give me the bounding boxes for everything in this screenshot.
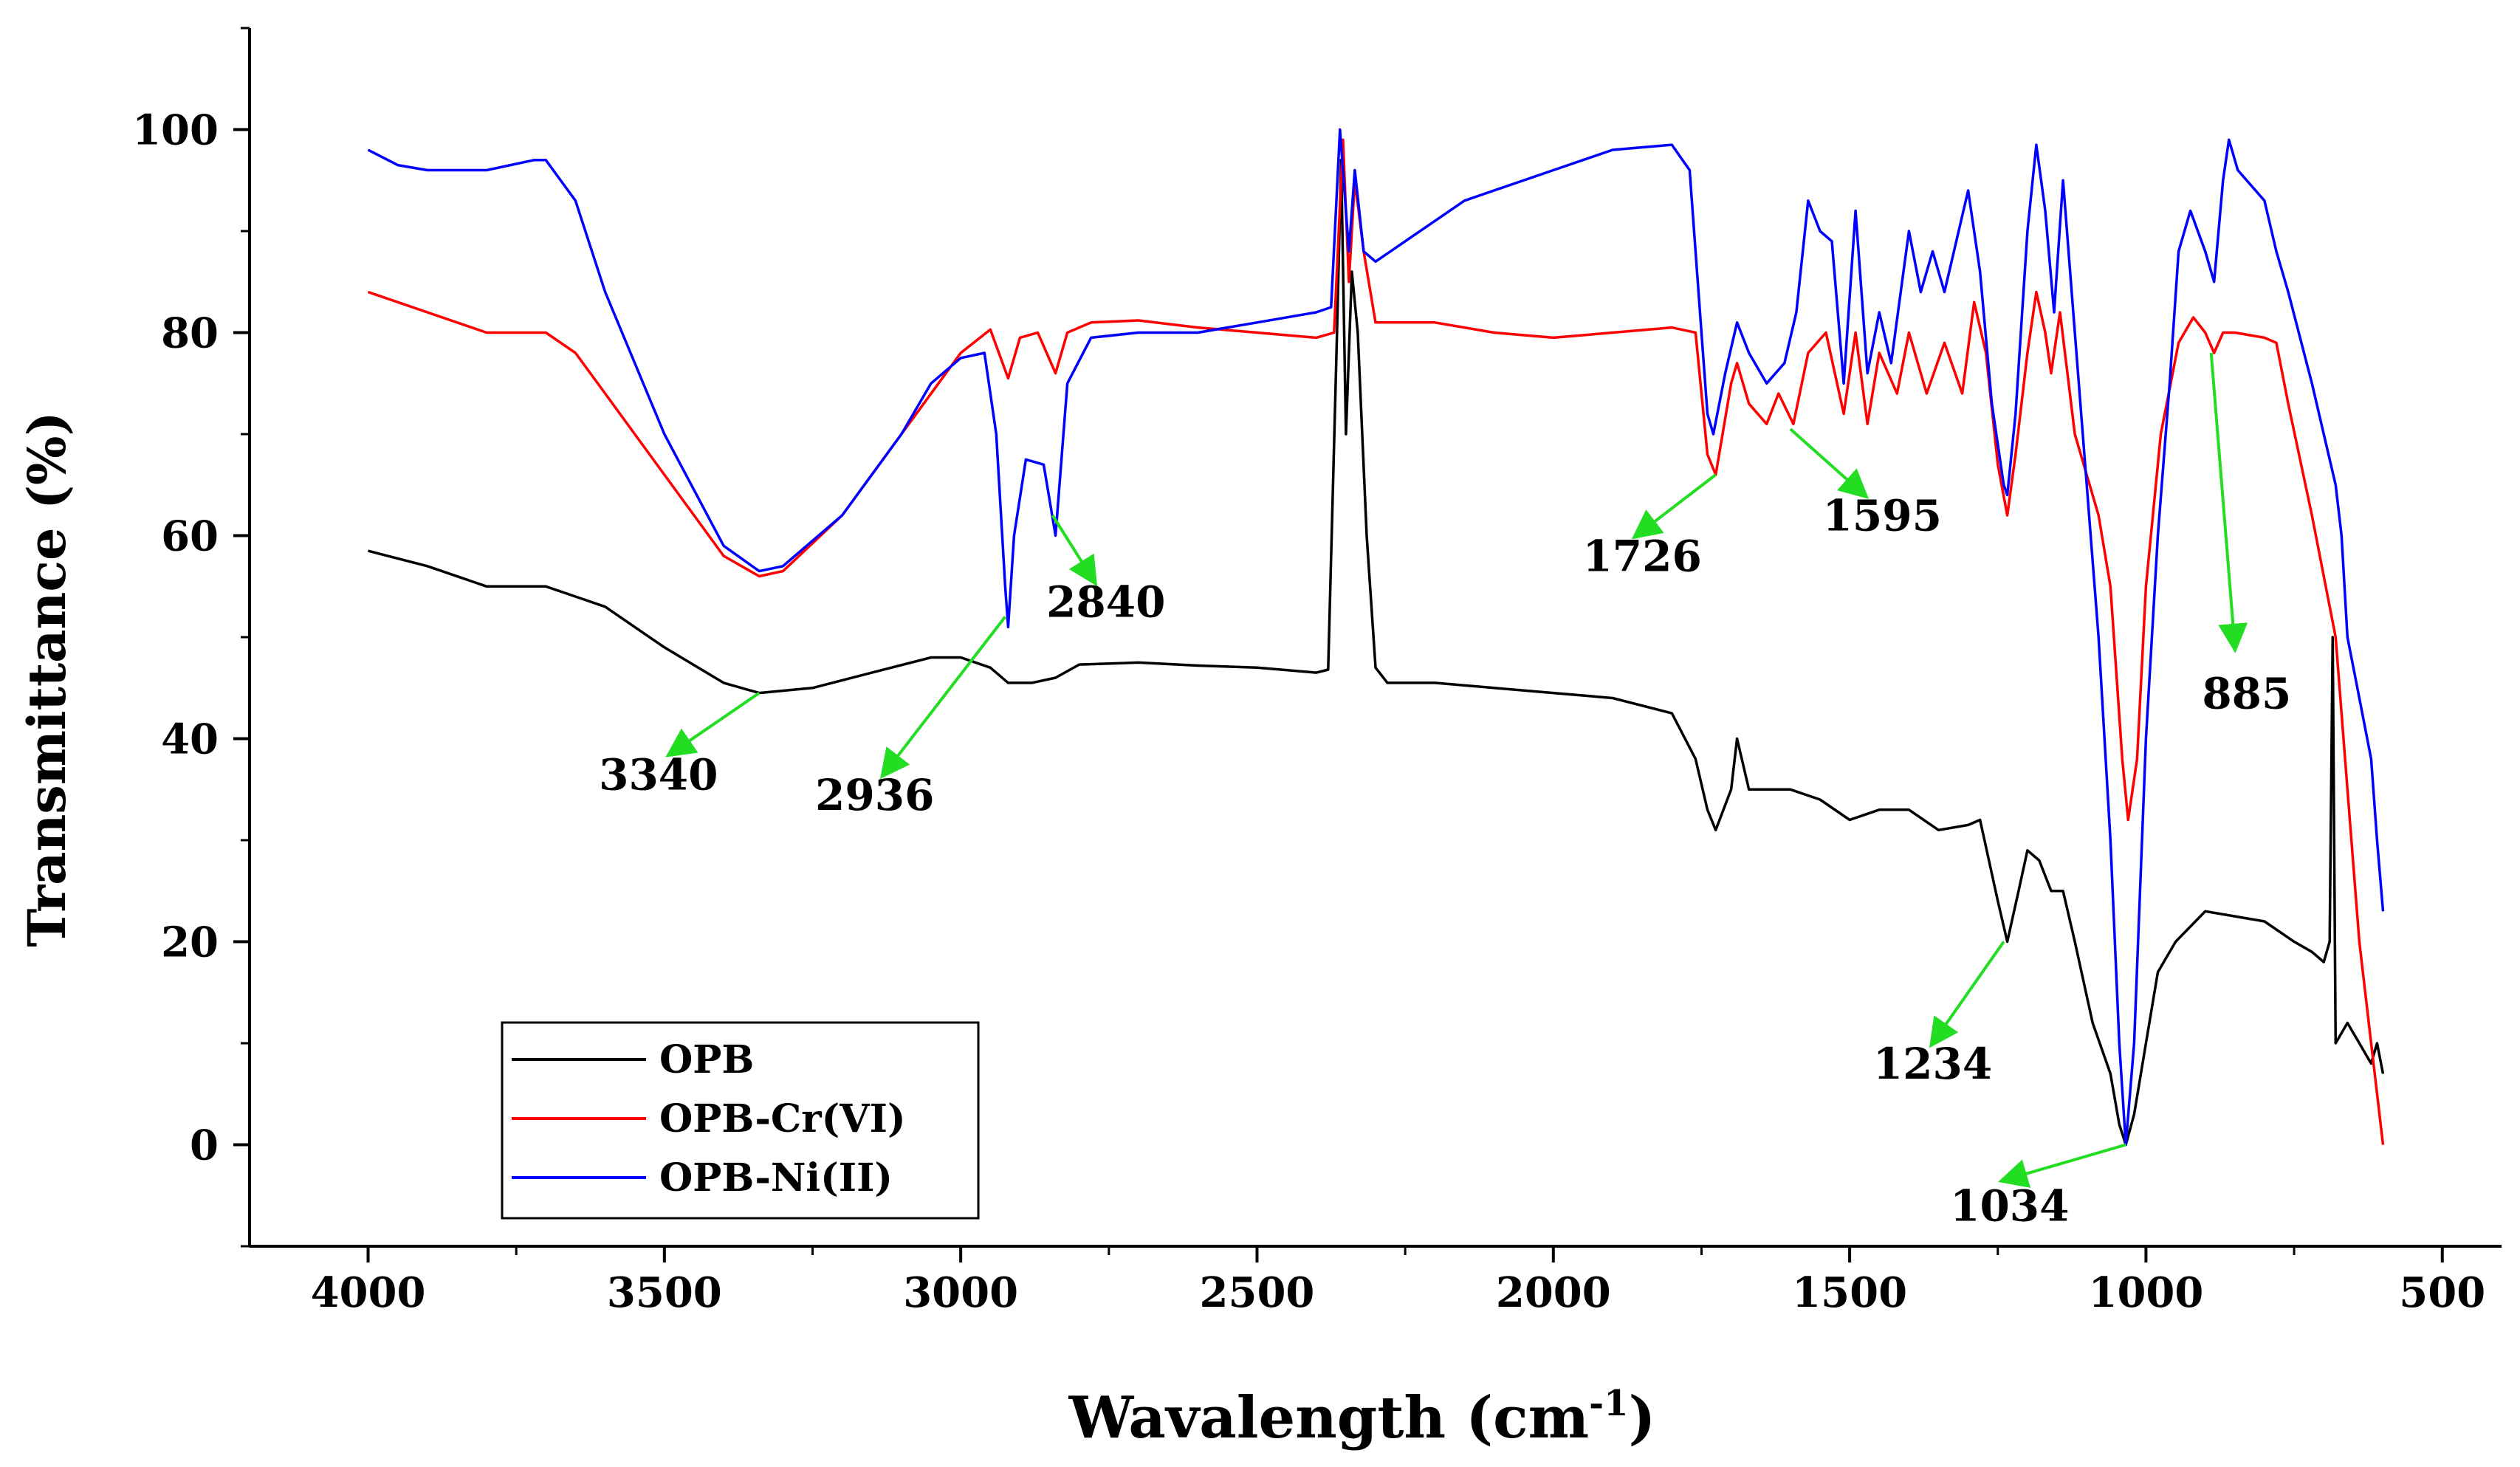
annotation-arrow-1234: [1929, 941, 2005, 1048]
legend-box: [501, 1021, 980, 1220]
annotation-arrow-885: [2209, 352, 2248, 653]
y-tick-label: 0: [190, 1121, 219, 1170]
series-line-opb-ni-ii: [367, 128, 2385, 1147]
x-axis-title-sup: -1: [1589, 1383, 1628, 1424]
x-axis-title-close: ): [1628, 1384, 1655, 1451]
annotation-label-2840: 2840: [1046, 577, 1165, 628]
legend-label-opb: OPB: [659, 1037, 754, 1082]
annotation-arrow-1034: [1998, 1143, 2126, 1188]
x-tick-label: 500: [2399, 1268, 2485, 1317]
x-tick-label: 4000: [311, 1268, 426, 1317]
annotation-label-1595: 1595: [1823, 491, 1942, 541]
y-tick-label: 80: [161, 309, 219, 358]
annotation-label-1234: 1234: [1873, 1039, 1992, 1089]
x-tick-label: 1500: [1792, 1268, 1907, 1317]
annotation-arrow-2936: [879, 616, 1006, 779]
annotation-label-885: 885: [2202, 668, 2291, 718]
x-tick-label: 3500: [607, 1268, 722, 1317]
annotation-label-1726: 1726: [1582, 532, 1701, 582]
annotation-label-1034: 1034: [1950, 1181, 2069, 1231]
x-axis-title: Wavalength (cm-1): [1068, 1383, 1656, 1451]
y-tick-label: 40: [161, 715, 219, 764]
annotation-label-3340: 3340: [599, 749, 718, 800]
y-tick-label: 20: [161, 918, 219, 967]
legend-label-opb-cr-vi: OPB-Cr(VI): [659, 1096, 906, 1141]
legend-label-opb-ni-ii: OPB-Ni(II): [659, 1155, 893, 1200]
x-tick-label: 2500: [1200, 1268, 1315, 1317]
y-tick-label: 60: [161, 512, 219, 561]
x-tick-label: 2000: [1496, 1268, 1611, 1317]
y-axis-title: Transmittance (%): [16, 411, 78, 946]
x-axis-title-main: Wavalength (cm: [1068, 1384, 1590, 1451]
annotation-arrow-2840: [1051, 514, 1098, 587]
x-tick-label: 3000: [903, 1268, 1018, 1317]
annotation-label-2936: 2936: [815, 770, 934, 820]
y-tick-label: 100: [132, 106, 219, 155]
annotation-arrow-1595: [1789, 427, 1870, 499]
annotation-arrow-1726: [1631, 473, 1717, 540]
x-tick-label: 1000: [2088, 1268, 2203, 1317]
series-line-opb: [368, 159, 2385, 1147]
annotation-arrow-3340: [665, 691, 761, 757]
